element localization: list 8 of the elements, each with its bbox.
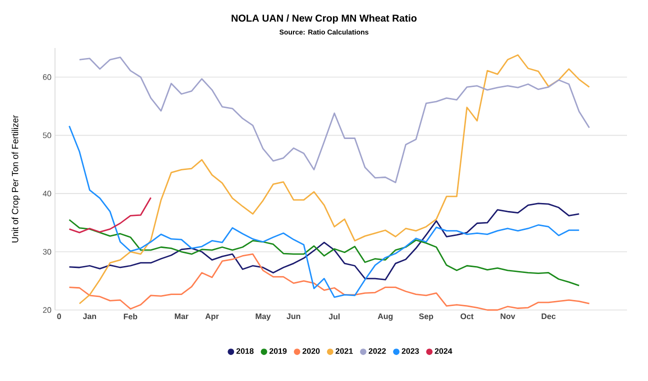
line-series	[68, 196, 152, 234]
line-series	[78, 56, 590, 184]
line-series	[68, 202, 580, 280]
line-series	[68, 125, 580, 298]
line-series	[78, 54, 590, 304]
y-axis-title: Unit of Crop Per Ton of Fertilizer	[12, 115, 20, 242]
chart-title: NOLA UAN / New Crop MN Wheat Ratio	[232, 14, 417, 24]
line-series	[68, 219, 580, 286]
